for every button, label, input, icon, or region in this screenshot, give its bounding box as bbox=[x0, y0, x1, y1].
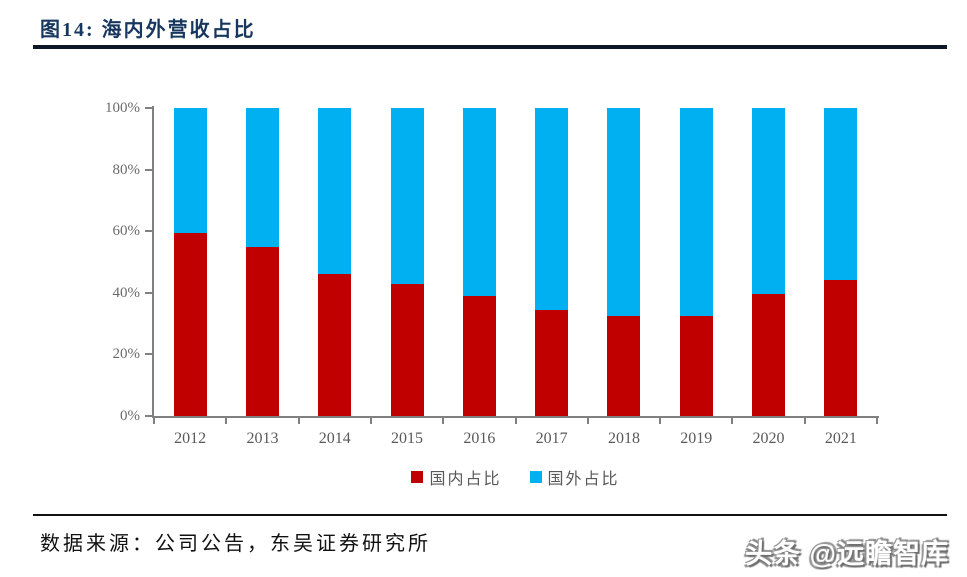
x-axis-label-2019: 2019 bbox=[680, 430, 713, 447]
x-axis-label-2021: 2021 bbox=[824, 430, 857, 447]
y-axis-tick-label: 0% bbox=[120, 408, 140, 424]
stacked-bar-2018 bbox=[607, 108, 641, 416]
stacked-bar-2021 bbox=[824, 108, 858, 416]
y-axis-tick bbox=[145, 291, 152, 294]
stacked-bar-2020 bbox=[752, 108, 786, 416]
legend-swatch-icon bbox=[529, 471, 542, 483]
stacked-bar-2015 bbox=[390, 108, 424, 416]
bar-segment-overseas bbox=[607, 108, 641, 316]
y-axis-tick bbox=[145, 168, 152, 171]
x-axis-label-2013: 2013 bbox=[246, 430, 279, 447]
y-axis-tick bbox=[145, 353, 152, 356]
y-axis-tick-label: 80% bbox=[112, 161, 141, 178]
bar-segment-domestic bbox=[824, 280, 858, 416]
stacked-bar-2019 bbox=[679, 108, 713, 416]
title-divider bbox=[33, 45, 947, 49]
stacked-bar-chart: 0% 20% 40% 60% 80% 100% 2012 2013 2014 2015 2016 2… bbox=[0, 60, 967, 500]
stacked-bar-2016 bbox=[462, 108, 496, 416]
y-axis-tick-label: 40% bbox=[112, 284, 141, 301]
bar-segment-domestic bbox=[390, 283, 424, 416]
bar-segment-domestic bbox=[462, 295, 496, 416]
bar-segment-overseas bbox=[535, 108, 569, 310]
x-axis-line bbox=[152, 416, 879, 418]
bar-segment-overseas bbox=[752, 108, 786, 295]
y-axis-tick-label: 100% bbox=[105, 100, 140, 116]
bar-segment-domestic bbox=[607, 315, 641, 416]
x-axis-tick bbox=[659, 418, 662, 424]
bar-segment-domestic bbox=[173, 232, 207, 416]
bar-segment-domestic bbox=[245, 246, 279, 416]
chart-legend: 国内占比 国外占比 bbox=[154, 465, 877, 489]
bar-segment-overseas bbox=[318, 108, 352, 275]
stacked-bar-2017 bbox=[535, 108, 569, 416]
y-axis-tick bbox=[145, 230, 152, 233]
x-axis-label-2016: 2016 bbox=[463, 430, 496, 447]
legend-label: 国外占比 bbox=[547, 471, 620, 488]
legend-label: 国内占比 bbox=[429, 471, 502, 488]
bar-segment-overseas bbox=[462, 108, 496, 296]
plot-area bbox=[154, 108, 877, 416]
y-axis-tick bbox=[145, 107, 152, 109]
x-axis-tick bbox=[369, 418, 372, 424]
x-axis-tick bbox=[225, 418, 228, 424]
x-axis-tick bbox=[803, 418, 806, 424]
bar-segment-domestic bbox=[752, 294, 786, 416]
source-note: 数据来源：公司公告，东吴证券研究所 bbox=[40, 533, 431, 555]
x-axis-tick bbox=[153, 418, 155, 424]
y-axis-tick bbox=[145, 415, 152, 417]
figure-title: 图14: 海内外营收占比 bbox=[40, 19, 256, 41]
y-axis-tick-label: 20% bbox=[112, 346, 141, 363]
x-axis-tick bbox=[876, 418, 878, 424]
y-axis-line bbox=[152, 106, 154, 418]
legend-swatch-icon bbox=[411, 471, 424, 483]
bar-segment-domestic bbox=[318, 274, 352, 416]
bar-segment-overseas bbox=[390, 108, 424, 284]
stacked-bar-2013 bbox=[245, 108, 279, 416]
bar-segment-domestic bbox=[679, 315, 713, 416]
source-divider bbox=[33, 514, 947, 516]
x-axis-label-2015: 2015 bbox=[391, 430, 424, 447]
legend-item: 国内占比 bbox=[411, 465, 501, 489]
bar-segment-overseas bbox=[173, 108, 207, 233]
stacked-bar-2012 bbox=[173, 108, 207, 416]
watermark-logo: 头条 @远瞻智库 bbox=[745, 539, 949, 569]
x-axis-tick bbox=[297, 418, 300, 424]
bar-segment-overseas bbox=[824, 108, 858, 281]
x-axis-label-2012: 2012 bbox=[174, 430, 207, 447]
x-axis-label-2020: 2020 bbox=[752, 430, 785, 447]
y-axis-tick-label: 60% bbox=[112, 223, 141, 240]
bar-segment-overseas bbox=[679, 108, 713, 316]
bar-segment-overseas bbox=[245, 108, 279, 247]
x-axis-label-2017: 2017 bbox=[535, 430, 568, 447]
x-axis-tick bbox=[442, 418, 445, 424]
x-axis-label-2018: 2018 bbox=[607, 430, 640, 447]
stacked-bar-2014 bbox=[318, 108, 352, 416]
bar-segment-domestic bbox=[535, 309, 569, 416]
x-axis-tick bbox=[731, 418, 734, 424]
legend-item: 国外占比 bbox=[529, 465, 620, 489]
x-axis-tick bbox=[586, 418, 589, 424]
x-axis-tick bbox=[514, 418, 517, 424]
x-axis-label-2014: 2014 bbox=[318, 430, 351, 447]
